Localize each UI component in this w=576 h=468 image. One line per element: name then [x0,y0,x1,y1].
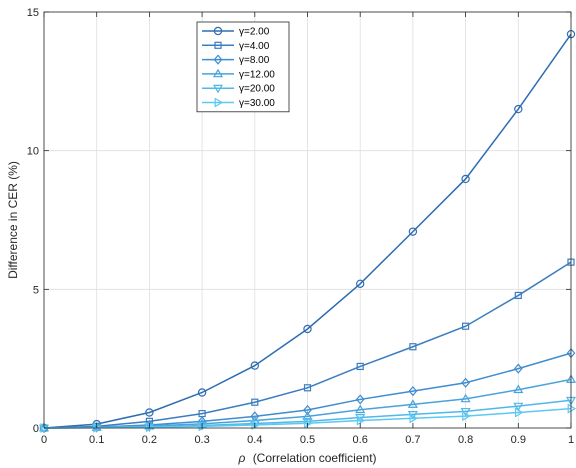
data-point [355,414,366,423]
x-tick-labels: 0 0.1 0.2 0.3 0.4 0.5 0.6 0.7 0.8 0.9 1 [41,434,574,446]
data-point [146,422,155,433]
data-point [197,388,207,397]
legend-item: γ=2.00 [202,27,270,38]
legend-marker [213,26,223,36]
data-point [460,393,471,403]
x-tick-label: 0 [41,434,47,446]
legend-item: γ=12.00 [202,68,275,80]
data-point [408,227,418,236]
legend-item: γ=30.00 [202,97,275,109]
series-line [43,261,572,429]
x-tick-label: 0.5 [300,434,315,446]
data-point [356,415,366,426]
data-point [409,343,417,351]
data-point [304,418,313,429]
x-tick-label: 0.6 [353,434,368,446]
data-point [355,404,366,414]
y-tick-label: 10 [27,146,39,158]
data-point [461,174,470,184]
data-point [514,407,524,418]
data-point [356,362,364,371]
legend-item: γ=8.00 [202,54,270,66]
legend-label: γ=30.00 [239,98,275,109]
legend-label: γ=2.00 [239,27,270,38]
data-point [251,398,259,406]
x-tick-label: 0.1 [89,434,104,446]
legend-item: γ=20.00 [202,84,275,95]
data-point [356,279,365,288]
legend-label: γ=12.00 [239,69,275,80]
data-point [513,363,523,374]
data-point [567,403,576,414]
legend-label: γ=4.00 [239,41,270,52]
legend-marker [213,54,223,65]
legend-marker [214,97,224,108]
data-point [145,408,154,417]
series-line [43,33,572,429]
y-tick-label: 15 [27,7,39,19]
data-point [302,411,313,420]
x-tick-label: 0.8 [458,434,473,446]
x-tick-label: 0.9 [511,434,526,446]
x-tick-label: 0.3 [194,434,209,446]
x-tick-label: 0.4 [247,434,262,446]
data-point [513,384,524,394]
data-point [462,322,470,330]
y-tick-label: 0 [33,423,39,435]
data-point [303,404,312,416]
y-tick-label: 5 [33,284,39,296]
data-point [514,291,522,300]
x-axis-label-symbol: ρ [237,451,245,465]
data-point [513,402,524,412]
data-point [461,377,470,388]
data-point [303,324,312,334]
grid-lines [43,11,572,429]
legend-label: γ=20.00 [239,84,275,95]
data-point [462,411,471,422]
legend-label: γ=8.00 [239,55,270,66]
data-point [303,384,312,392]
x-tick-label: 0.7 [405,434,420,446]
legend-marker [212,84,224,94]
tick-marks [43,11,572,429]
data-point [250,361,259,370]
y-tick-labels: 0 5 10 15 [27,7,39,435]
legend-item: γ=4.00 [202,41,270,52]
data-point [408,385,418,397]
x-tick-label: 0.2 [142,434,157,446]
data-point [40,422,50,434]
legend-marker [214,41,222,49]
x-axis-label: ρ (Correlation coefficient) [237,451,376,465]
legend-marker [212,68,224,78]
data-point [251,419,260,430]
data-point [407,399,418,408]
data-point [409,413,419,424]
data-point [514,104,523,114]
x-axis-label-text: (Correlation coefficient) [253,451,377,465]
series-line [43,352,572,429]
data-point [355,394,365,405]
legend: γ=2.00 γ=4.00 γ=8.00 γ=12.00 γ=20.00 γ=30.00 [196,21,290,113]
x-tick-label: 1 [568,434,574,446]
y-axis-label: Difference in CER (%) [6,161,20,279]
legend-box [196,21,290,113]
